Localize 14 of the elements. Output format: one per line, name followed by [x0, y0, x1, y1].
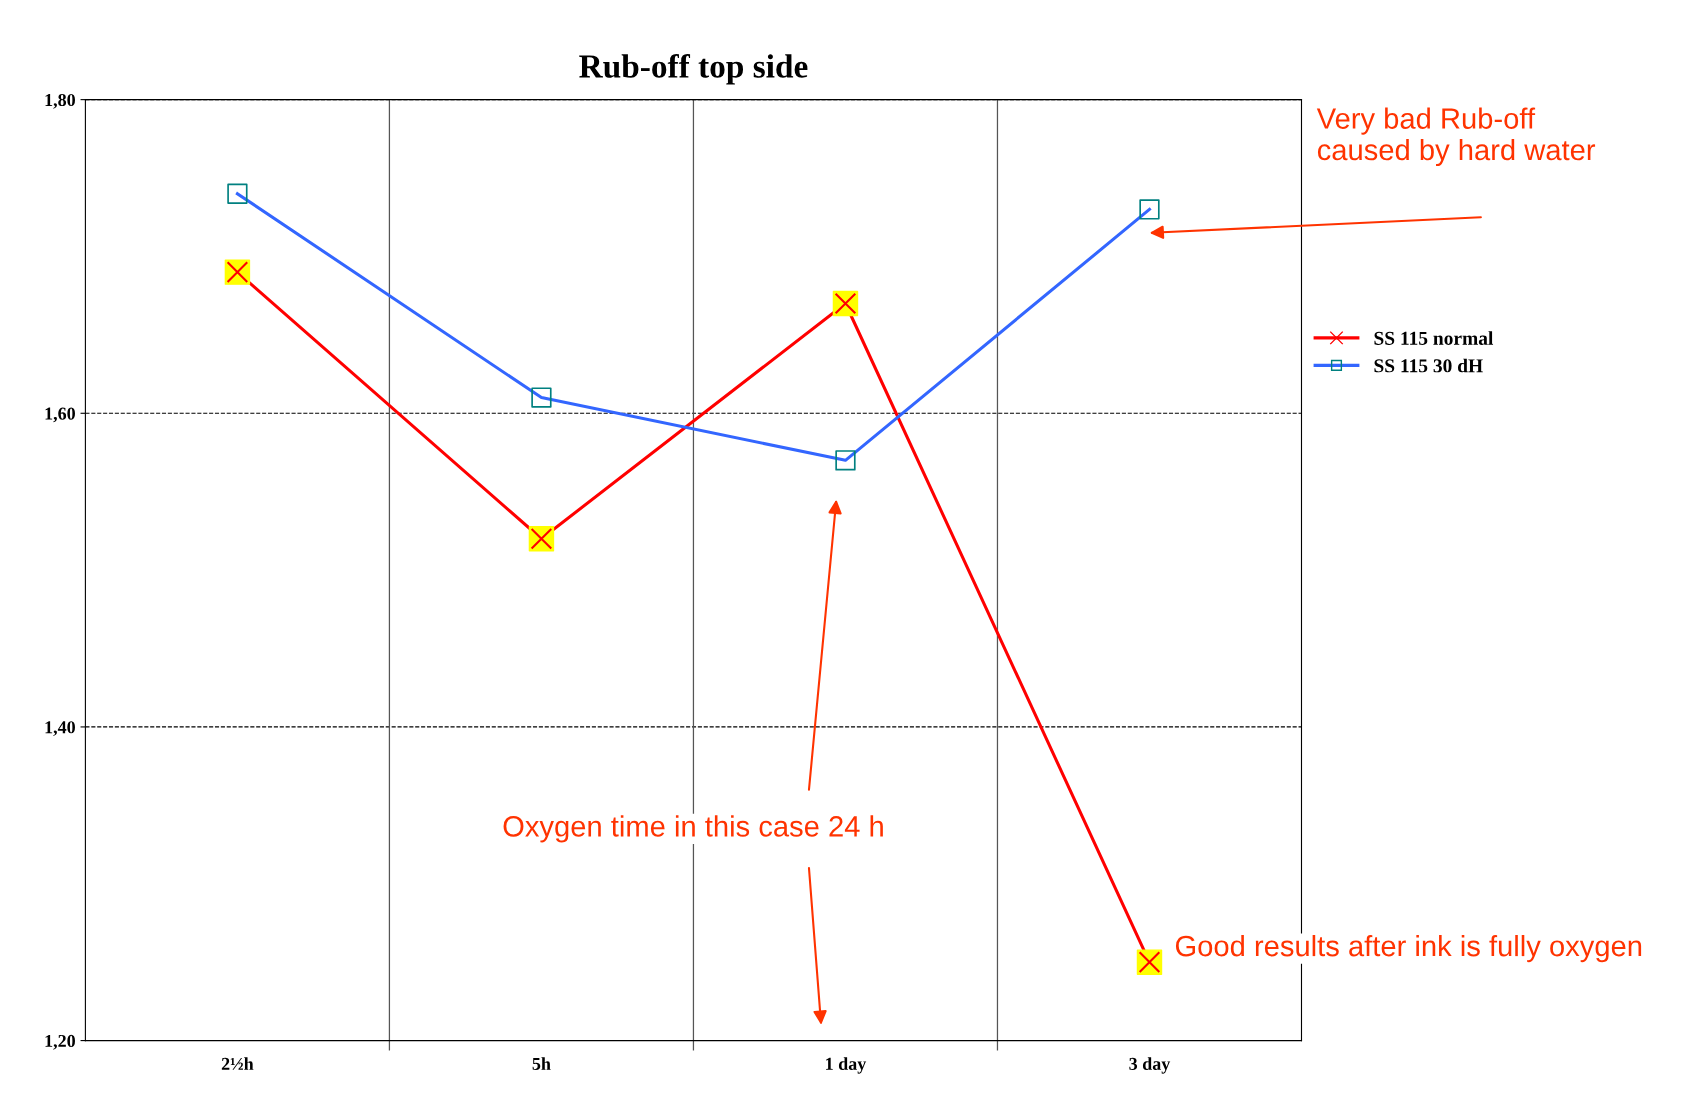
x-tick-label: 5h	[532, 1057, 551, 1070]
y-tick-label: 1,20	[45, 1034, 75, 1050]
y-tick-label: 1,80	[45, 93, 75, 109]
y-tick-label: 1,40	[45, 721, 75, 736]
chart-title: Rub-off top side	[579, 53, 808, 85]
x-tick-label: 3 day	[1129, 1057, 1171, 1074]
annotation: Good results after ink is fully oxygen	[1175, 934, 1642, 963]
x-tick-label: 1 day	[826, 1057, 867, 1074]
legend-label: SS 115 30 dH	[1374, 358, 1483, 373]
text: Very bad Rub-off caused by hard water	[1316, 107, 1596, 167]
legend-label: SS 115 normal	[1374, 331, 1494, 345]
x-tick-label: 2½h	[221, 1057, 254, 1070]
annotation: Oxygen time in this case 24 h	[503, 815, 883, 843]
y-tick-label: 1,60	[45, 407, 75, 423]
